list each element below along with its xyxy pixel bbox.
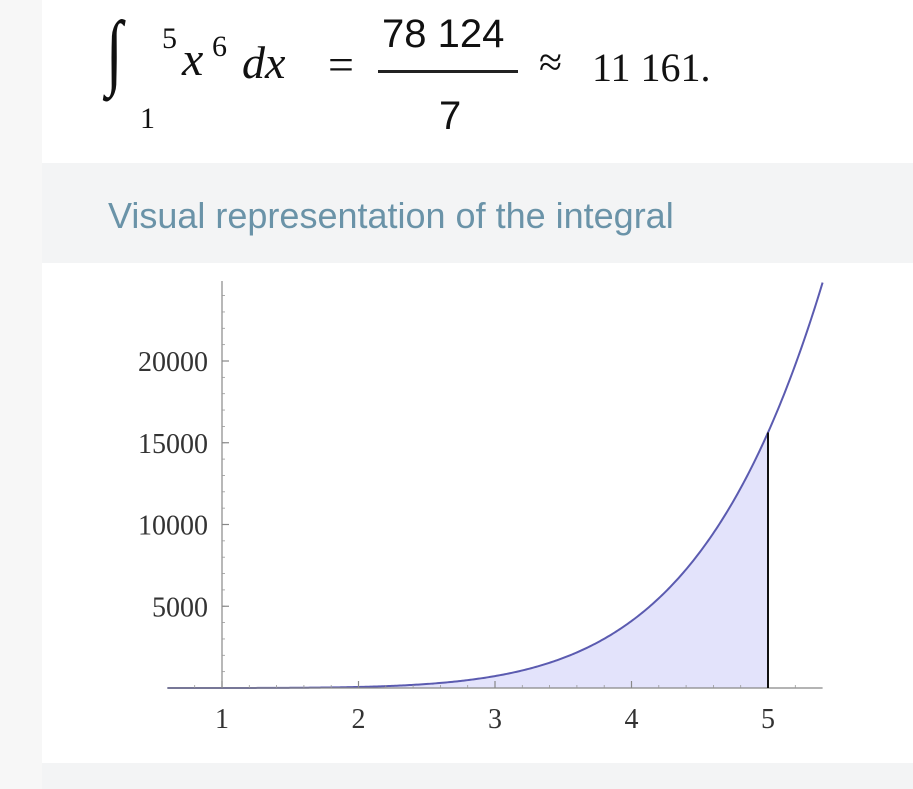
integral-plot: 1 2 3 4 5 5000 10000 15000 20000 — [138, 281, 824, 735]
integrand-exponent: 6 — [212, 30, 227, 63]
x-tick-label: 3 — [488, 704, 502, 735]
x-tick-label: 1 — [215, 704, 229, 735]
left-margin — [0, 0, 42, 789]
y-tick-label: 5000 — [152, 592, 208, 623]
x-tick-label: 4 — [625, 704, 639, 735]
y-tick-label: 15000 — [138, 429, 208, 460]
shaded-area — [222, 432, 768, 688]
upper-limit: 5 — [162, 22, 177, 55]
approx-value: 11 161. — [592, 45, 711, 90]
integral-result-pod: ∫ 5 1 x 6 dx = 78 124 7 ≈ 11 161. — [42, 0, 913, 160]
y-tick-label: 10000 — [138, 511, 208, 542]
equals-sign: = — [328, 39, 354, 90]
x-tick-label: 5 — [761, 704, 775, 735]
fraction-denominator: 7 — [439, 94, 462, 138]
lower-limit: 1 — [140, 102, 155, 135]
differential: dx — [242, 37, 286, 88]
integral-formula: ∫ 5 1 x 6 dx = 78 124 7 ≈ 11 161. — [42, 0, 913, 160]
fraction-bar — [378, 70, 518, 73]
x-tick-label: 2 — [352, 704, 366, 735]
integral-sign: ∫ — [106, 5, 123, 98]
plot-pod: 1 2 3 4 5 5000 10000 15000 20000 — [42, 263, 913, 763]
fraction-numerator: 78 124 — [382, 12, 505, 56]
integrand-variable: x — [182, 33, 204, 86]
y-tick-label: 20000 — [138, 347, 208, 378]
section-title: Visual representation of the integral — [108, 195, 674, 236]
approx-symbol: ≈ — [539, 40, 563, 86]
bottom-divider — [42, 763, 913, 789]
section-header: Visual representation of the integral — [42, 163, 913, 263]
